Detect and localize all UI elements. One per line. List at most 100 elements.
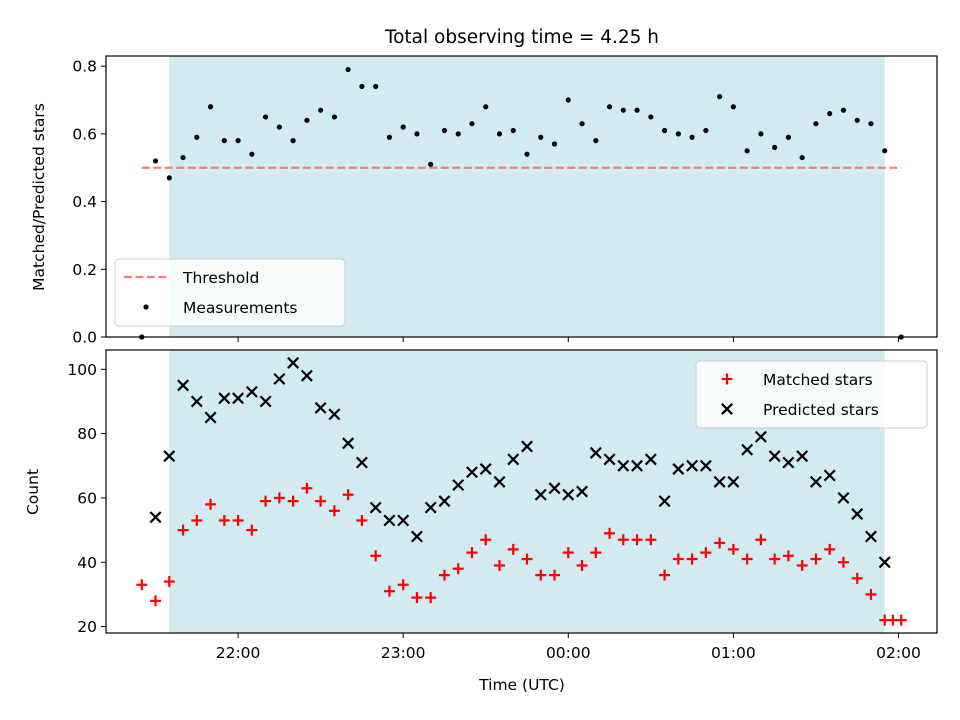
y-tick-label: 0.8 <box>72 58 97 76</box>
marker-stroke <box>383 514 396 527</box>
data-marker <box>438 569 450 581</box>
data-marker <box>589 446 602 459</box>
data-point <box>318 107 324 113</box>
data-point <box>249 151 255 157</box>
marker-stroke <box>576 485 589 498</box>
marker-stroke <box>149 511 162 524</box>
data-marker <box>370 550 382 562</box>
chart-title: Total observing time = 4.25 h <box>384 27 659 48</box>
marker-stroke <box>631 459 644 472</box>
marker-stroke <box>507 453 520 466</box>
data-point <box>483 104 489 110</box>
y-tick-label: 0.4 <box>72 193 97 211</box>
data-point <box>496 131 503 137</box>
data-marker <box>479 463 492 475</box>
data-marker <box>136 579 148 591</box>
marker-stroke <box>465 466 478 479</box>
legend-matched-swatch <box>721 373 733 385</box>
marker-stroke <box>452 479 465 492</box>
data-marker <box>218 514 230 526</box>
marker-stroke <box>273 372 286 385</box>
data-marker <box>755 534 767 546</box>
data-point <box>689 134 695 140</box>
data-marker <box>287 356 300 369</box>
marker-stroke <box>686 459 699 472</box>
data-marker <box>452 563 464 575</box>
marker-stroke <box>837 491 850 504</box>
marker-stroke <box>342 437 355 450</box>
data-point <box>235 138 241 144</box>
legend-predicted-label: Predicted stars <box>763 401 879 419</box>
data-marker <box>895 614 907 626</box>
data-marker <box>273 372 286 385</box>
x-tick-label: 01:00 <box>711 644 756 662</box>
data-point <box>772 144 778 151</box>
data-point <box>290 138 296 144</box>
data-marker <box>232 514 244 526</box>
data-marker <box>397 514 410 527</box>
marker-stroke <box>699 459 712 472</box>
marker-stroke <box>809 475 822 488</box>
data-marker <box>824 543 836 555</box>
data-marker <box>796 450 809 463</box>
data-marker <box>700 547 712 559</box>
data-marker <box>232 392 245 405</box>
plot-frame <box>105 349 938 634</box>
data-marker <box>521 553 533 565</box>
legend-threshold-label: Threshold <box>182 269 259 287</box>
bottom-y-axis-label: Count <box>24 469 42 515</box>
data-point <box>634 107 640 113</box>
marker-stroke <box>204 411 217 424</box>
data-point <box>854 117 860 123</box>
data-marker <box>741 553 753 565</box>
data-marker <box>837 491 850 504</box>
data-marker <box>411 592 423 604</box>
data-marker <box>342 437 355 450</box>
data-marker <box>493 475 506 488</box>
marker-stroke <box>521 440 533 453</box>
data-marker <box>424 501 437 514</box>
data-marker <box>782 456 795 469</box>
marker-stroke <box>796 450 809 463</box>
data-marker <box>150 595 162 607</box>
data-marker <box>617 459 630 472</box>
marker-stroke <box>741 443 754 456</box>
legend-matched-label: Matched stars <box>763 371 873 389</box>
data-marker <box>383 514 396 527</box>
marker-stroke <box>851 508 864 520</box>
data-marker <box>315 495 327 507</box>
marker-stroke <box>878 556 891 569</box>
marker-stroke <box>410 530 423 543</box>
data-marker <box>328 505 340 517</box>
data-point <box>606 104 613 110</box>
data-marker <box>534 488 547 501</box>
y-tick-label: 60 <box>77 489 97 507</box>
data-marker <box>562 488 575 501</box>
y-tick-label: 0.2 <box>72 261 97 279</box>
data-marker <box>782 550 794 562</box>
data-marker <box>878 556 891 569</box>
data-marker <box>549 569 561 581</box>
y-tick-label: 0.6 <box>72 125 97 143</box>
data-marker <box>301 482 313 494</box>
marker-stroke <box>438 495 451 508</box>
marker-stroke <box>163 450 176 463</box>
data-point <box>799 154 805 161</box>
data-marker <box>383 585 395 597</box>
data-marker <box>452 479 465 492</box>
data-marker <box>465 466 478 479</box>
data-marker <box>342 489 354 501</box>
top-legend: Threshold Measurements <box>114 258 346 327</box>
data-point <box>262 114 269 120</box>
data-point <box>331 114 337 120</box>
marker-stroke <box>768 450 781 463</box>
data-marker <box>686 459 699 472</box>
data-point <box>304 117 310 123</box>
data-marker <box>300 369 313 382</box>
data-marker <box>548 482 561 495</box>
marker-stroke <box>754 430 767 443</box>
data-marker <box>438 495 451 508</box>
bottom-legend: Matched stars Predicted stars <box>695 360 928 429</box>
top-y-axis-label: Matched/Predicted stars <box>30 103 48 291</box>
data-marker <box>466 547 478 559</box>
